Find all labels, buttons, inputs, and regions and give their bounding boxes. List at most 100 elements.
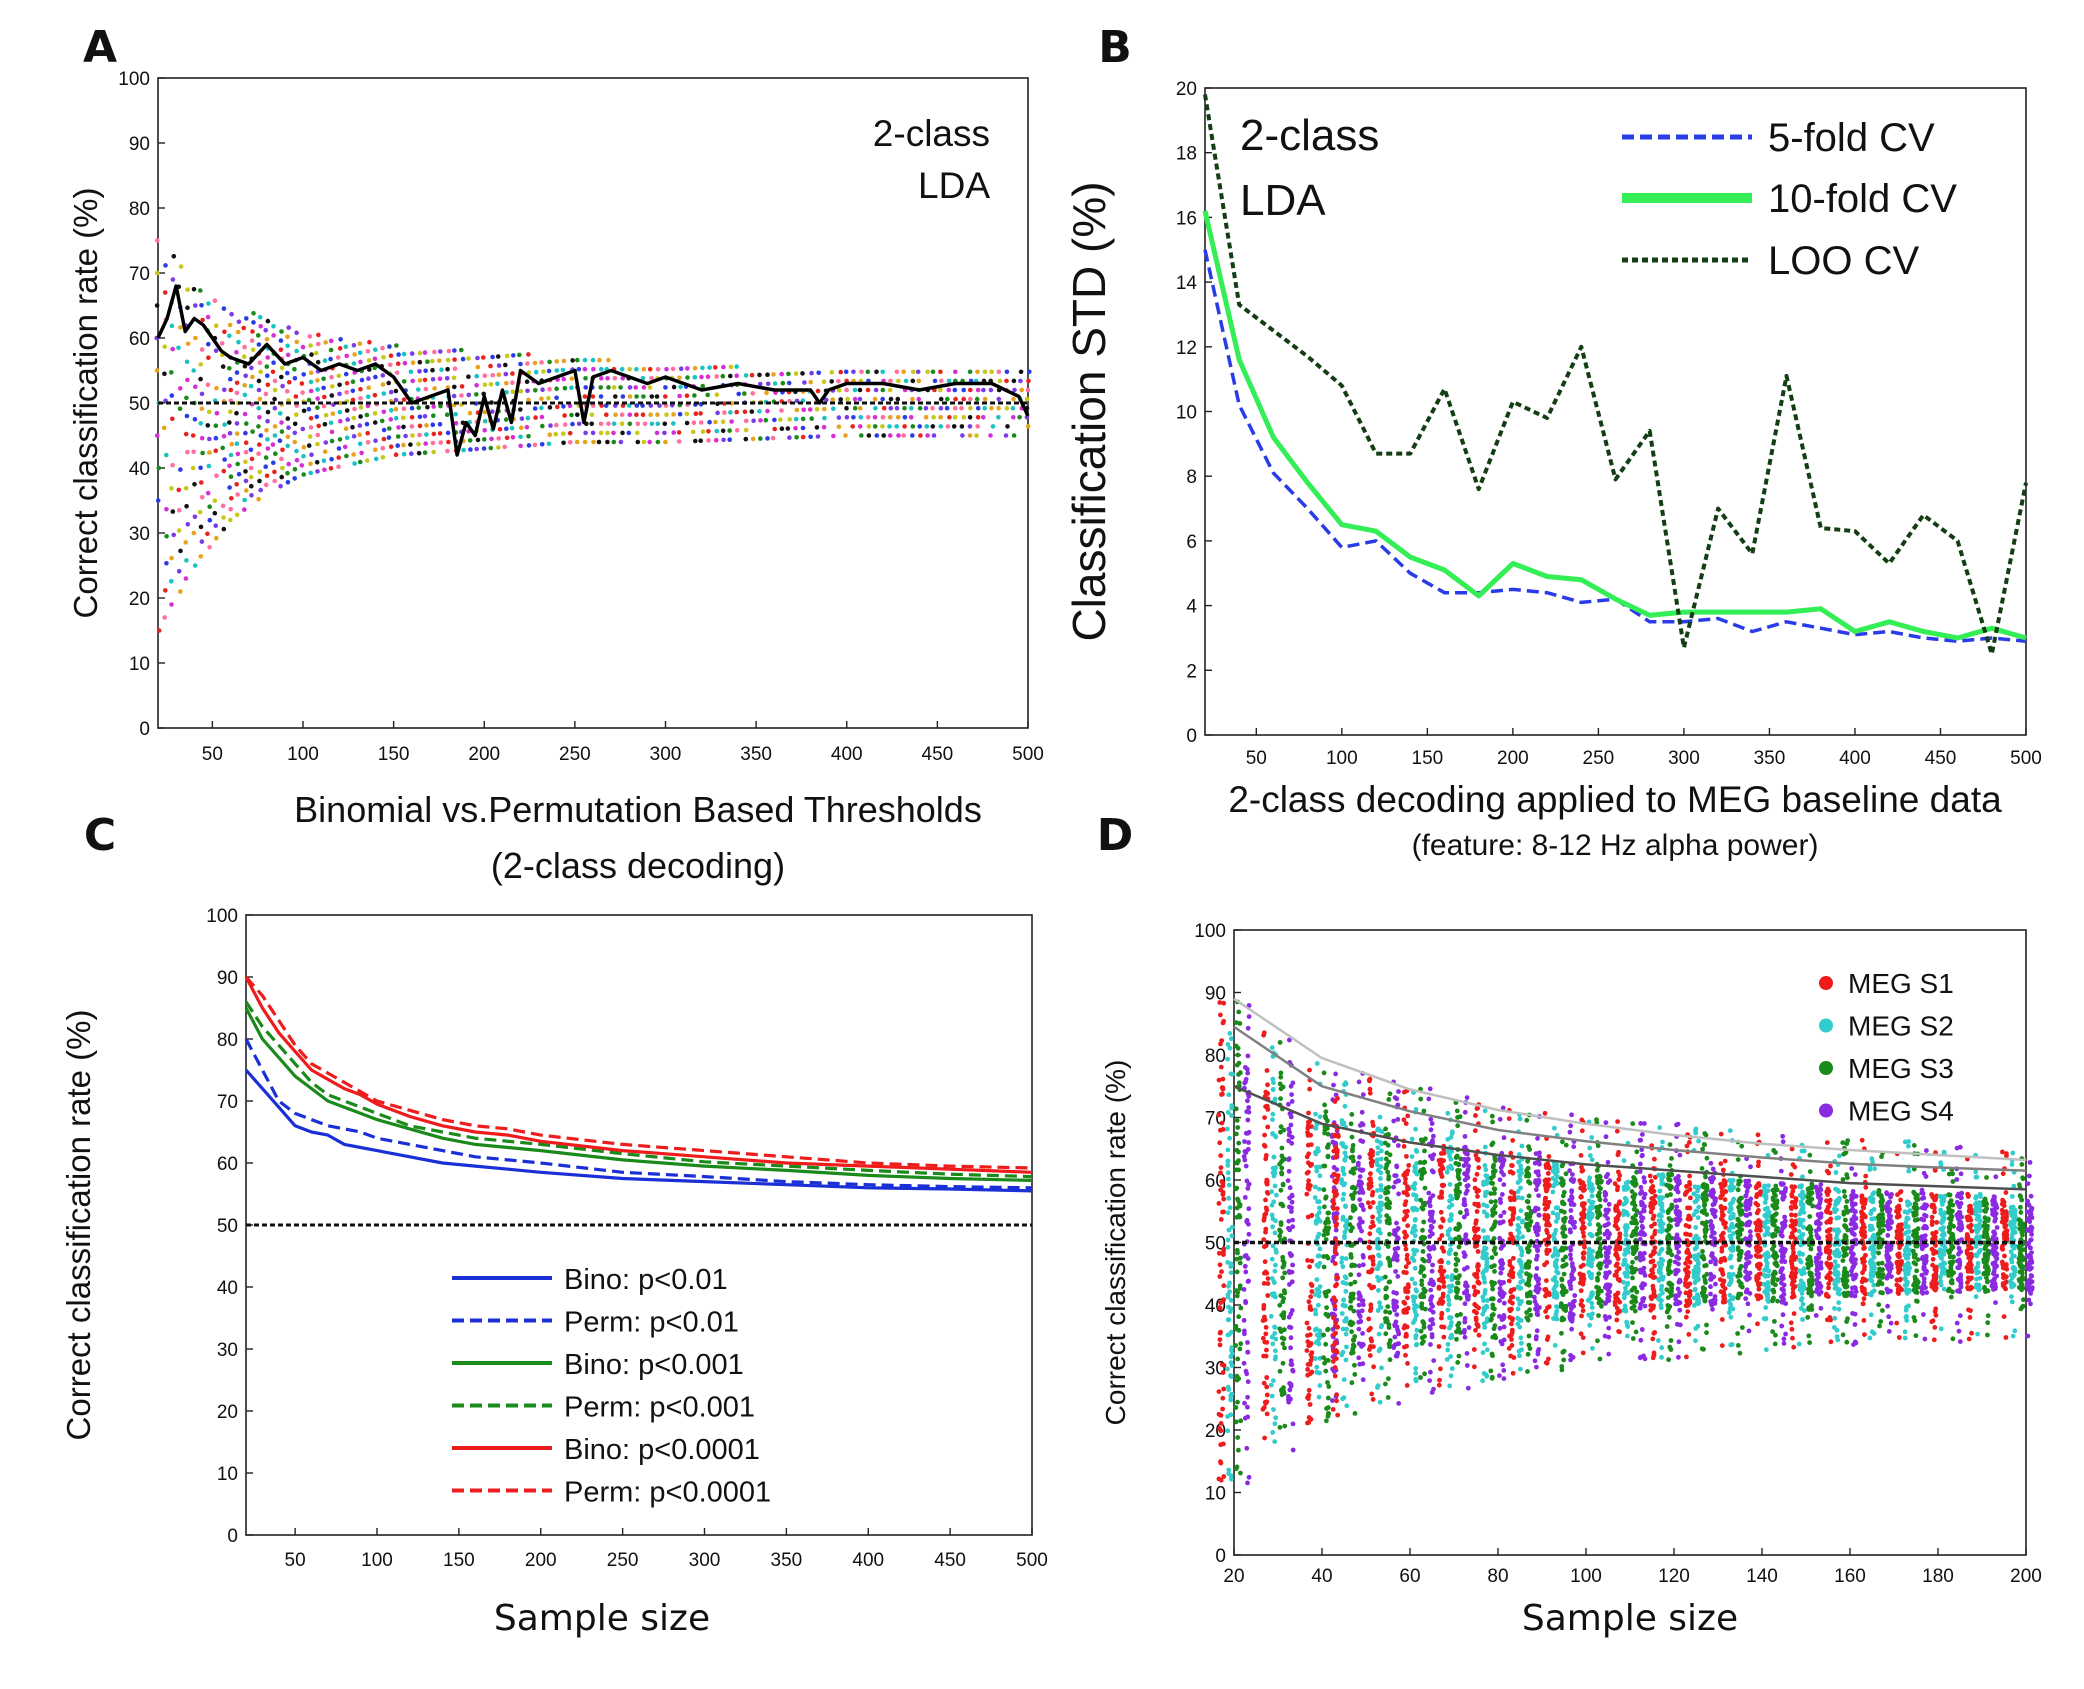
scatter-point bbox=[1481, 1202, 1487, 1208]
scatter-point bbox=[1352, 1206, 1358, 1212]
scatter-point bbox=[1482, 1108, 1488, 1114]
scatter-point bbox=[1309, 1124, 1314, 1129]
scatter-point bbox=[1570, 1299, 1576, 1305]
scatter-point bbox=[1462, 1254, 1467, 1259]
scatter-point bbox=[1482, 1193, 1488, 1199]
scatter-point bbox=[234, 441, 240, 447]
scatter-point bbox=[692, 365, 698, 371]
scatter-point bbox=[1617, 1201, 1623, 1206]
scatter-point bbox=[1344, 1218, 1350, 1223]
scatter-point bbox=[1406, 1186, 1411, 1192]
scatter-point bbox=[707, 419, 712, 425]
scatter-point bbox=[1225, 1292, 1231, 1298]
scatter-point bbox=[714, 374, 719, 379]
scatter-point bbox=[1265, 1276, 1271, 1281]
scatter-point bbox=[1233, 1323, 1239, 1329]
scatter-point bbox=[1331, 1295, 1337, 1301]
scatter-point bbox=[1497, 1279, 1502, 1285]
scatter-point bbox=[316, 341, 321, 347]
scatter-point bbox=[1578, 1288, 1584, 1294]
scatter-point bbox=[1580, 1180, 1586, 1185]
scatter-point bbox=[1668, 1192, 1673, 1197]
scatter-point bbox=[1419, 1205, 1425, 1211]
scatter-point bbox=[257, 314, 263, 320]
scatter-point bbox=[1441, 1324, 1447, 1330]
scatter-point bbox=[308, 388, 314, 394]
scatter-point bbox=[279, 456, 284, 462]
scatter-point bbox=[431, 413, 436, 419]
x-tick-label: 150 bbox=[378, 744, 410, 765]
scatter-point bbox=[1411, 1251, 1417, 1257]
scatter-point bbox=[308, 370, 314, 376]
scatter-point bbox=[162, 290, 168, 295]
scatter-point bbox=[1236, 1327, 1242, 1333]
annotation-text: LDA bbox=[1240, 176, 1326, 225]
scatter-point bbox=[1615, 1187, 1620, 1193]
scatter-point bbox=[322, 449, 328, 454]
scatter-point bbox=[367, 339, 372, 345]
scatter-point bbox=[677, 375, 682, 381]
scatter-point bbox=[1629, 1220, 1635, 1226]
scatter-point bbox=[1269, 1212, 1275, 1218]
scatter-point bbox=[1289, 1209, 1294, 1214]
scatter-point bbox=[366, 376, 371, 381]
x-tick-label: 500 bbox=[2010, 748, 2042, 769]
scatter-point bbox=[902, 405, 907, 411]
scatter-point bbox=[1640, 1200, 1645, 1206]
scatter-point bbox=[1326, 1225, 1332, 1231]
scatter-point bbox=[1507, 1272, 1512, 1278]
scatter-point bbox=[1656, 1172, 1662, 1178]
scatter-point bbox=[1651, 1330, 1657, 1336]
scatter-point bbox=[1544, 1251, 1550, 1256]
scatter-point bbox=[1616, 1266, 1622, 1272]
scatter-point bbox=[1422, 1371, 1427, 1377]
scatter-point bbox=[974, 433, 979, 438]
scatter-point bbox=[213, 448, 219, 454]
scatter-point bbox=[1534, 1266, 1540, 1271]
scatter-point bbox=[640, 376, 646, 381]
scatter-point bbox=[1436, 1382, 1442, 1388]
scatter-point bbox=[1350, 1342, 1356, 1348]
scatter-point bbox=[1491, 1186, 1497, 1192]
scatter-point bbox=[1445, 1274, 1450, 1280]
scatter-point bbox=[547, 405, 553, 410]
scatter-point bbox=[1271, 1166, 1277, 1172]
scatter-point bbox=[1334, 1349, 1340, 1355]
scatter-point bbox=[1423, 1306, 1428, 1312]
x-axis-label: 2-class decoding applied to MEG baseline… bbox=[1228, 779, 2002, 820]
scatter-point bbox=[1525, 1165, 1531, 1171]
scatter-point bbox=[1261, 1281, 1267, 1286]
scatter-point bbox=[1290, 1262, 1295, 1268]
scatter-point bbox=[1237, 1283, 1243, 1289]
scatter-point bbox=[1617, 1329, 1622, 1335]
scatter-point bbox=[611, 421, 617, 427]
scatter-point bbox=[1440, 1216, 1445, 1222]
scatter-point bbox=[1357, 1154, 1362, 1160]
scatter-point bbox=[1271, 1378, 1276, 1383]
scatter-point bbox=[1525, 1216, 1530, 1221]
scatter-point bbox=[1455, 1174, 1461, 1179]
scatter-point bbox=[1241, 1154, 1247, 1159]
scatter-point bbox=[1422, 1185, 1428, 1191]
scatter-point bbox=[1483, 1144, 1488, 1150]
scatter-point bbox=[671, 412, 676, 417]
annotation-text: 2-class bbox=[1240, 111, 1379, 160]
scatter-point bbox=[1360, 1377, 1366, 1383]
scatter-point bbox=[1409, 1136, 1415, 1142]
scatter-point bbox=[802, 380, 807, 385]
scatter-point bbox=[1612, 1223, 1618, 1229]
scatter-point bbox=[1572, 1293, 1578, 1298]
scatter-point bbox=[1595, 1338, 1600, 1344]
scatter-point bbox=[301, 472, 307, 477]
scatter-point bbox=[308, 425, 314, 430]
scatter-point bbox=[1474, 1209, 1480, 1214]
scatter-point bbox=[619, 412, 625, 418]
scatter-point bbox=[1326, 1411, 1331, 1417]
scatter-point bbox=[1387, 1260, 1393, 1265]
scatter-point bbox=[1238, 1305, 1244, 1311]
scatter-point bbox=[1551, 1164, 1557, 1170]
scatter-point bbox=[1402, 1180, 1408, 1186]
legend-label: Bino: p<0.01 bbox=[564, 1264, 728, 1296]
scatter-point bbox=[866, 415, 871, 420]
scatter-point bbox=[336, 373, 342, 379]
